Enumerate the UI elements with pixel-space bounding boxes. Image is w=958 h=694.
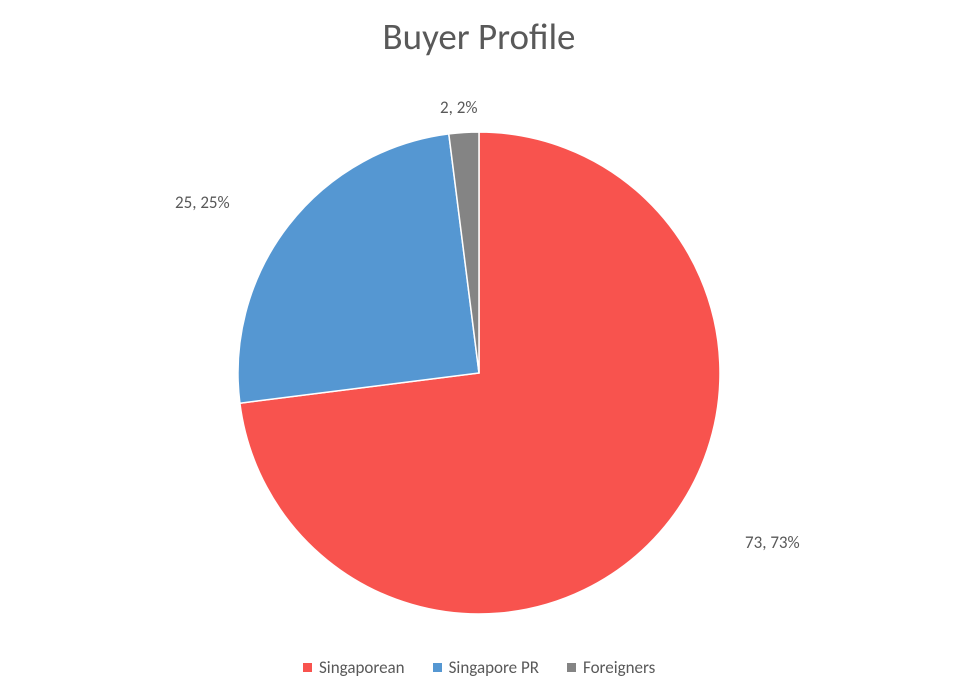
legend-item-singaporean: Singaporean	[303, 657, 405, 678]
pie-slice-singapore-pr	[238, 134, 479, 403]
legend-swatch	[433, 663, 442, 672]
legend-swatch	[567, 663, 576, 672]
legend-swatch	[303, 663, 312, 672]
legend-label: Singapore PR	[449, 657, 539, 678]
chart-title: Buyer Profile	[0, 14, 958, 59]
pie-svg	[238, 132, 720, 614]
pie-chart	[238, 132, 720, 614]
data-label-2: 2, 2%	[440, 97, 477, 118]
legend-item-foreigners: Foreigners	[567, 657, 655, 678]
legend-label: Singaporean	[319, 657, 405, 678]
data-label-1: 25, 25%	[175, 192, 230, 213]
legend-label: Foreigners	[583, 657, 655, 678]
data-label-0: 73, 73%	[745, 532, 800, 553]
legend: Singaporean Singapore PR Foreigners	[303, 657, 655, 678]
legend-item-singapore-pr: Singapore PR	[433, 657, 539, 678]
